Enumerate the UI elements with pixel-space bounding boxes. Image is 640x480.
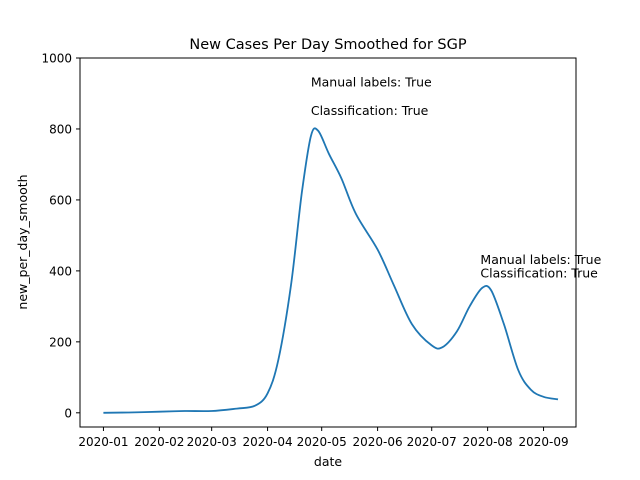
y-tick-label: 200 <box>49 335 72 349</box>
x-tick-label: 2020-01 <box>78 435 128 449</box>
x-tick-label: 2020-08 <box>463 435 513 449</box>
annotation-text: Classification: True <box>311 103 429 118</box>
y-axis-label: new_per_day_smooth <box>15 174 30 309</box>
x-tick-label: 2020-06 <box>353 435 403 449</box>
y-tick-label: 400 <box>49 264 72 278</box>
y-tick-label: 600 <box>49 193 72 207</box>
y-tick-label: 800 <box>49 122 72 136</box>
plot-frame <box>79 57 577 428</box>
y-tick-label: 0 <box>64 406 72 420</box>
annotation-text: Classification: True <box>480 265 598 280</box>
x-tick-label: 2020-03 <box>187 435 237 449</box>
x-tick-label: 2020-02 <box>134 435 184 449</box>
y-axis-ticks: 0 200 400 600 800 1000 <box>41 52 80 420</box>
x-axis-ticks: 2020-01 2020-02 2020-03 2020-04 2020-05 2020-… <box>78 427 569 449</box>
x-tick-label: 2020-05 <box>297 435 347 449</box>
y-tick-label: 1000 <box>41 52 72 66</box>
x-tick-label: 2020-04 <box>243 435 293 449</box>
annotation-text: Manual labels: True <box>480 252 601 267</box>
x-tick-label: 2020-09 <box>518 435 568 449</box>
x-axis-label: date <box>314 454 342 469</box>
chart-title: New Cases Per Day Smoothed for SGP <box>189 37 467 53</box>
annotation-text: Manual labels: True <box>311 74 432 89</box>
x-tick-label: 2020-07 <box>407 435 457 449</box>
series-line <box>103 127 559 414</box>
